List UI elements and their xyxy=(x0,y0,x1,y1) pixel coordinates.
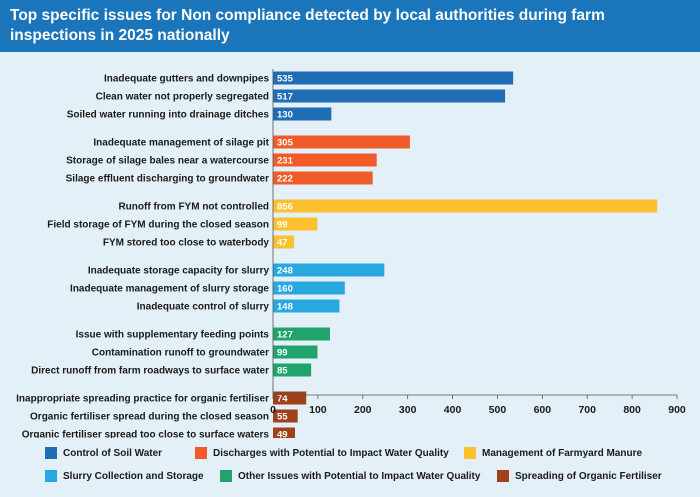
legend-item-spreading-of-organic-fertiliser: Spreading of Organic Fertiliser xyxy=(497,469,662,483)
bar-field-storage-of-fym-during-the-closed-season xyxy=(273,217,318,231)
bar-soiled-water-running-into-drainage-ditches xyxy=(273,107,332,121)
chart-title: Top specific issues for Non compliance d… xyxy=(10,7,605,44)
value-label-clean-water-not-properly-segregated: 517 xyxy=(277,92,293,103)
value-label-inappropriate-spreading-practice-for-organic-fertiliser: 74 xyxy=(277,394,288,405)
category-label-inappropriate-spreading-practice-for-organic-fertiliser: Inappropriate spreading practice for org… xyxy=(16,394,269,405)
category-label-runoff-from-fym-not-controlled: Runoff from FYM not controlled xyxy=(118,202,269,213)
category-label-clean-water-not-properly-segregated: Clean water not properly segregated xyxy=(96,92,269,103)
category-label-direct-runoff-from-farm-roadways-to-surface-water: Direct runoff from farm roadways to surf… xyxy=(31,366,269,377)
value-label-contamination-runoff-to-groundwater: 99 xyxy=(277,348,288,359)
value-label-organic-fertiliser-spread-during-the-closed-season: 55 xyxy=(277,412,288,423)
bar-silage-effluent-discharging-to-groundwater xyxy=(273,171,373,185)
bar-inadequate-control-of-slurry xyxy=(273,299,340,313)
value-label-fym-stored-too-close-to-waterbody: 47 xyxy=(277,238,288,249)
x-tick-label-600: 600 xyxy=(534,404,552,416)
legend-swatch xyxy=(195,447,207,459)
category-label-field-storage-of-fym-during-the-closed-season: Field storage of FYM during the closed s… xyxy=(47,220,269,231)
category-label-inadequate-management-of-silage-pit: Inadequate management of silage pit xyxy=(93,138,269,149)
value-label-storage-of-silage-bales-near-a-watercourse: 231 xyxy=(277,156,294,167)
bar-organic-fertiliser-spread-during-the-closed-season xyxy=(273,409,298,423)
category-label-contamination-runoff-to-groundwater: Contamination runoff to groundwater xyxy=(92,348,269,359)
bar-inadequate-management-of-slurry-storage xyxy=(273,281,345,295)
category-label-silage-effluent-discharging-to-groundwater: Silage effluent discharging to groundwat… xyxy=(66,174,269,185)
bar-organic-fertiliser-spread-too-close-to-surface-waters xyxy=(273,427,295,438)
bar-runoff-from-fym-not-controlled xyxy=(273,199,658,213)
legend-item-discharges-with-potential-to-impact-water-quality: Discharges with Potential to Impact Wate… xyxy=(195,446,449,460)
value-label-issue-with-supplementary-feeding-points: 127 xyxy=(277,330,293,341)
x-tick-label-100: 100 xyxy=(309,404,327,416)
x-tick-label-800: 800 xyxy=(623,404,641,416)
legend-label: Slurry Collection and Storage xyxy=(63,470,204,482)
bar-storage-of-silage-bales-near-a-watercourse xyxy=(273,153,377,167)
value-label-silage-effluent-discharging-to-groundwater: 222 xyxy=(277,174,293,185)
bar-issue-with-supplementary-feeding-points xyxy=(273,327,331,341)
value-label-inadequate-storage-capacity-for-slurry: 248 xyxy=(277,266,293,277)
value-label-inadequate-control-of-slurry: 148 xyxy=(277,302,293,313)
legend-swatch xyxy=(464,447,476,459)
chart-legend: Control of Soil Water Discharges with Pot… xyxy=(0,438,700,497)
x-tick-label-900: 900 xyxy=(668,404,686,416)
x-tick-label-300: 300 xyxy=(399,404,417,416)
category-label-inadequate-gutters-and-downpipes: Inadequate gutters and downpipes xyxy=(104,74,269,85)
legend-item-other-issues-with-potential-to-impact-water-quality: Other Issues with Potential to Impact Wa… xyxy=(220,469,480,483)
category-label-soiled-water-running-into-drainage-ditches: Soiled water running into drainage ditch… xyxy=(67,110,270,121)
x-tick-label-0: 0 xyxy=(270,404,276,416)
legend-item-control-of-soil-water: Control of Soil Water xyxy=(45,446,162,460)
bar-direct-runoff-from-farm-roadways-to-surface-water xyxy=(273,363,312,377)
legend-item-management-of-farmyard-manure: Management of Farmyard Manure xyxy=(464,446,642,460)
value-label-direct-runoff-from-farm-roadways-to-surface-water: 85 xyxy=(277,366,288,377)
legend-label: Management of Farmyard Manure xyxy=(482,447,643,459)
legend-swatch xyxy=(220,470,232,482)
x-tick-label-400: 400 xyxy=(444,404,462,416)
bar-inadequate-gutters-and-downpipes xyxy=(273,71,514,85)
legend-swatch xyxy=(45,470,57,482)
x-tick-label-500: 500 xyxy=(489,404,507,416)
category-label-organic-fertiliser-spread-during-the-closed-season: Organic fertiliser spread during the clo… xyxy=(30,412,269,423)
category-label-inadequate-management-of-slurry-storage: Inadequate management of slurry storage xyxy=(70,284,269,295)
value-label-inadequate-management-of-slurry-storage: 160 xyxy=(277,284,293,295)
value-label-organic-fertiliser-spread-too-close-to-surface-waters: 49 xyxy=(277,430,288,439)
legend-item-slurry-collection-and-storage: Slurry Collection and Storage xyxy=(45,469,204,483)
value-label-field-storage-of-fym-during-the-closed-season: 99 xyxy=(277,220,288,231)
category-label-issue-with-supplementary-feeding-points: Issue with supplementary feeding points xyxy=(76,330,270,341)
bar-contamination-runoff-to-groundwater xyxy=(273,345,318,359)
legend-swatch xyxy=(497,470,509,482)
value-label-inadequate-gutters-and-downpipes: 535 xyxy=(277,74,294,85)
category-label-inadequate-storage-capacity-for-slurry: Inadequate storage capacity for slurry xyxy=(88,266,270,277)
value-label-runoff-from-fym-not-controlled: 856 xyxy=(277,202,293,213)
legend-label: Spreading of Organic Fertiliser xyxy=(515,470,662,482)
category-label-organic-fertiliser-spread-too-close-to-surface-waters: Organic fertiliser spread too close to s… xyxy=(22,430,270,439)
bar-inadequate-storage-capacity-for-slurry xyxy=(273,263,385,277)
value-label-inadequate-management-of-silage-pit: 305 xyxy=(277,138,294,149)
legend-label: Control of Soil Water xyxy=(63,447,163,459)
bar-clean-water-not-properly-segregated xyxy=(273,89,506,103)
bar-fym-stored-too-close-to-waterbody xyxy=(273,235,295,249)
category-label-storage-of-silage-bales-near-a-watercourse: Storage of silage bales near a watercour… xyxy=(66,156,269,167)
x-tick-label-700: 700 xyxy=(578,404,596,416)
value-label-soiled-water-running-into-drainage-ditches: 130 xyxy=(277,110,293,121)
category-label-fym-stored-too-close-to-waterbody: FYM stored too close to waterbody xyxy=(103,238,270,249)
legend-swatch xyxy=(45,447,57,459)
legend-label: Discharges with Potential to Impact Wate… xyxy=(213,447,449,459)
category-label-inadequate-control-of-slurry: Inadequate control of slurry xyxy=(137,302,270,313)
title-banner: Top specific issues for Non compliance d… xyxy=(0,0,700,52)
x-tick-label-200: 200 xyxy=(354,404,372,416)
bar-chart: Inadequate gutters and downpipes 535 Clean… xyxy=(16,69,686,439)
bar-inadequate-management-of-silage-pit xyxy=(273,135,410,149)
legend-label: Other Issues with Potential to Impact Wa… xyxy=(238,470,481,482)
